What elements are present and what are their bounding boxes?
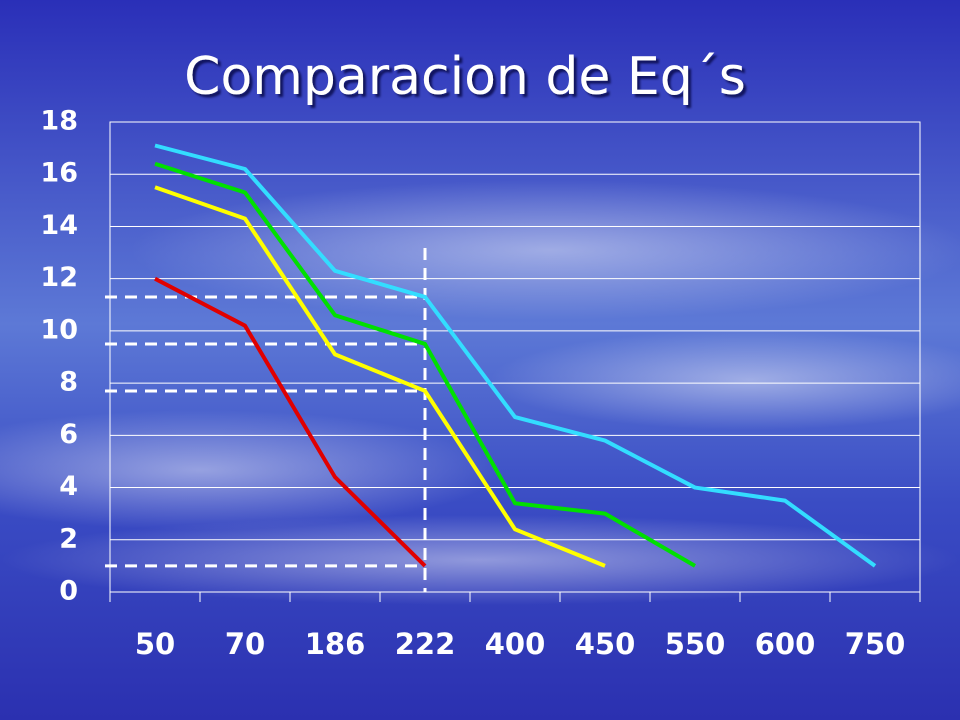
plot-border bbox=[109, 121, 921, 593]
x-tick-label: 550 bbox=[665, 627, 726, 661]
x-tick-label: 222 bbox=[395, 627, 456, 661]
plot: 0 2 4 6 8 10 12 14 16 18 50 70 186 222 400 450 550 600 750 bbox=[40, 106, 921, 661]
series-line bbox=[154, 161, 697, 568]
y-tick-label: 8 bbox=[59, 367, 78, 398]
cloud bbox=[0, 410, 500, 530]
y-tick-label: 14 bbox=[40, 210, 78, 241]
chart-title: Comparacion de Eq´s bbox=[184, 47, 746, 107]
x-tick-label: 186 bbox=[305, 627, 366, 661]
y-tick-label: 16 bbox=[40, 158, 78, 189]
x-tick-label: 750 bbox=[845, 627, 906, 661]
cloud bbox=[0, 515, 960, 605]
x-tick-label: 450 bbox=[575, 627, 636, 661]
y-tick-label: 18 bbox=[40, 106, 78, 137]
series-line bbox=[154, 185, 606, 568]
cloud bbox=[490, 330, 960, 430]
y-tick-label: 4 bbox=[59, 471, 78, 502]
y-tick-label: 0 bbox=[59, 576, 78, 607]
series-line bbox=[154, 143, 877, 568]
y-tick-label: 2 bbox=[59, 523, 78, 554]
cloud bbox=[130, 180, 960, 320]
series-line bbox=[154, 276, 427, 568]
y-tick-label: 10 bbox=[40, 314, 78, 345]
x-tick-label: 400 bbox=[485, 627, 546, 661]
x-tick-label: 50 bbox=[135, 627, 175, 661]
x-tick-label: 70 bbox=[225, 627, 265, 661]
y-tick-label: 12 bbox=[40, 262, 78, 293]
y-tick-label: 6 bbox=[59, 419, 78, 450]
x-tick-label: 600 bbox=[755, 627, 816, 661]
